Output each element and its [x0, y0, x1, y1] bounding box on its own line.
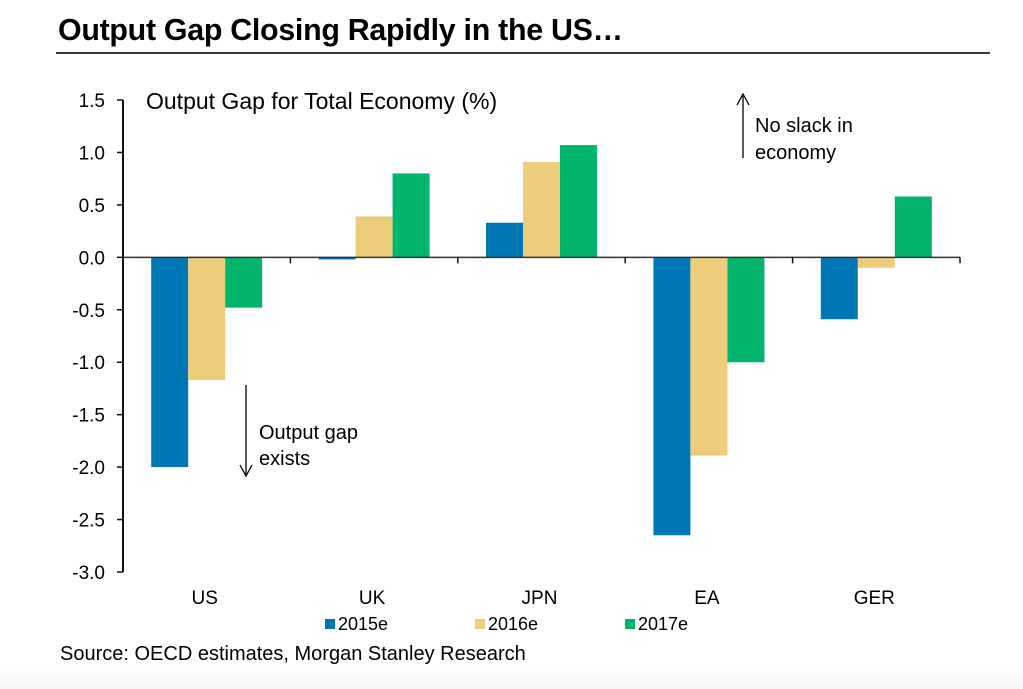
legend-swatch-2015e	[325, 619, 335, 629]
chart-title: Output Gap for Total Economy (%)	[146, 88, 497, 114]
annotation-output-gap-line1: Output gap	[259, 422, 358, 444]
annotation-no-slack: No slack in economy	[736, 92, 853, 164]
annotation-no-slack-line2: economy	[755, 142, 836, 164]
y-tick-label: -1.0	[72, 353, 105, 374]
legend-swatch-2016e	[475, 619, 485, 629]
annotation-no-slack-line1: No slack in	[755, 115, 853, 137]
axes-layer	[122, 100, 961, 572]
y-tick-label: -1.5	[72, 406, 105, 427]
bar-uk-2016e	[355, 216, 393, 258]
bar-uk-2017e	[392, 173, 430, 258]
y-axis-ticks: 1.5 1.0 0.5 0.0 -0.5 -1.0 -1.5 -2.0 -2.5 -3.0	[72, 91, 123, 584]
y-tick-label: -2.5	[72, 511, 105, 532]
y-tick-label: 1.5	[79, 91, 105, 112]
bar-us-2016e	[188, 257, 226, 381]
source-note: Source: OECD estimates, Morgan Stanley R…	[60, 643, 526, 665]
bar-jpn-2017e	[560, 145, 597, 258]
page-bottom-fade	[0, 671, 1023, 689]
title-divider	[56, 52, 990, 54]
y-tick-label: 0.0	[79, 248, 105, 269]
x-axis-labels: US UK JPN EA GER	[191, 588, 894, 609]
bar-ea-2017e	[727, 257, 765, 363]
x-label-jpn: JPN	[522, 588, 558, 609]
bar-ger-2017e	[894, 196, 932, 258]
legend-label-2017e: 2017e	[638, 614, 688, 634]
y-tick-label: 0.5	[79, 196, 105, 217]
bar-uk-2015e	[318, 257, 356, 260]
annotation-output-gap: Output gap exists	[239, 385, 358, 478]
legend-swatch-2017e	[625, 619, 635, 629]
y-tick-label: 1.0	[79, 143, 105, 164]
annotation-output-gap-line2: exists	[259, 448, 310, 470]
legend-label-2016e: 2016e	[488, 614, 538, 634]
bar-us-2015e	[151, 257, 189, 468]
legend-label-2015e: 2015e	[338, 614, 388, 634]
bar-ea-2015e	[653, 257, 691, 536]
down-arrowhead-icon	[239, 464, 253, 478]
y-tick-label: -3.0	[72, 563, 105, 584]
bars-layer	[151, 145, 932, 536]
bar-ea-2016e	[690, 257, 728, 456]
y-tick-label: -2.0	[72, 458, 105, 479]
bar-jpn-2015e	[486, 222, 523, 258]
up-arrowhead-icon	[736, 92, 750, 106]
legend: 2015e 2016e 2017e	[325, 614, 688, 634]
bar-us-2017e	[225, 257, 263, 308]
bar-ger-2016e	[857, 257, 895, 268]
x-label-ger: GER	[854, 588, 895, 609]
bar-jpn-2016e	[523, 161, 560, 258]
x-label-us: US	[191, 588, 217, 609]
x-label-uk: UK	[359, 588, 386, 609]
y-tick-label: -0.5	[72, 301, 105, 322]
x-label-ea: EA	[694, 588, 720, 609]
bar-ger-2015e	[820, 257, 858, 320]
page-title: Output Gap Closing Rapidly in the US…	[58, 12, 623, 47]
